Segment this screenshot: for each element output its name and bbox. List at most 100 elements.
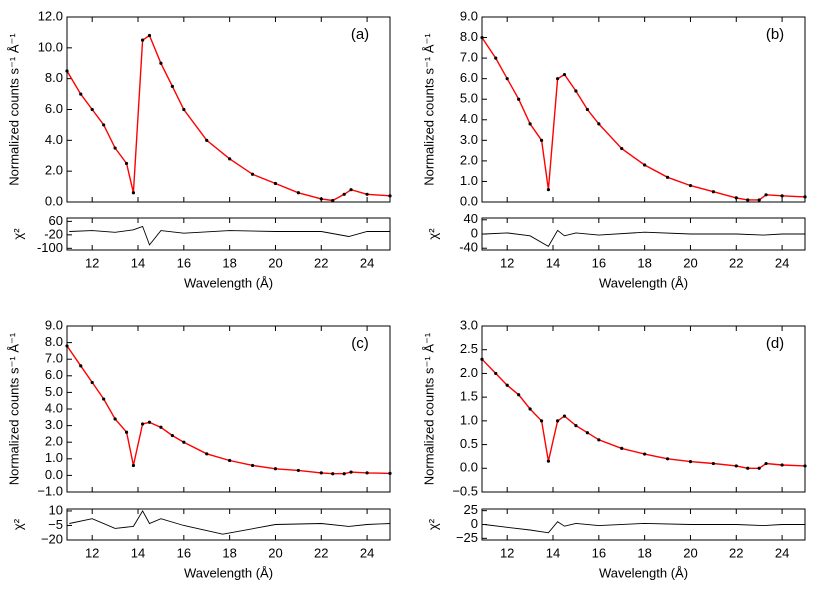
- data-point: [574, 424, 578, 428]
- y-tick-label: 3.0: [460, 132, 478, 147]
- data-point: [124, 161, 129, 166]
- y-tick-label: 8.0: [460, 29, 478, 44]
- data-line: [69, 509, 391, 535]
- data-line: [484, 521, 805, 534]
- y-tick-label: 2.5: [460, 341, 478, 356]
- data-point: [331, 198, 335, 203]
- y-axis-label: Normalized counts s⁻¹ Å⁻¹: [6, 33, 21, 186]
- data-point: [79, 92, 83, 96]
- data-point: [574, 89, 578, 93]
- data-line: [481, 37, 806, 201]
- data-line: [481, 358, 806, 469]
- data-point: [562, 414, 567, 418]
- y-tick-label: 1.0: [460, 412, 478, 427]
- plot-frame: [481, 508, 806, 541]
- x-tick-label: 22: [314, 255, 328, 270]
- data-point: [331, 472, 335, 476]
- y-tick-label: 2.0: [460, 365, 478, 380]
- data-point: [665, 175, 670, 179]
- data-point: [90, 380, 94, 385]
- y-tick-label: 4.0: [460, 111, 478, 126]
- data-point: [555, 419, 560, 423]
- y-tick-label: -40: [459, 240, 478, 255]
- y-tick-label: 10.0: [38, 39, 63, 54]
- y-axis-label: Normalized counts s⁻¹ Å⁻¹: [6, 332, 21, 485]
- x-tick-label: 20: [683, 255, 697, 270]
- y-axis-label: Normalized counts s⁻¹ Å⁻¹: [421, 33, 436, 186]
- y-axis-label: χ²: [10, 228, 25, 240]
- data-point: [494, 56, 498, 60]
- data-point: [170, 433, 174, 438]
- y-tick-label: 9.0: [460, 8, 478, 23]
- y-tick-label: 1.0: [460, 173, 478, 188]
- x-tick-label: 22: [314, 545, 328, 560]
- data-point: [711, 461, 715, 466]
- y-tick-label: 40: [464, 211, 478, 226]
- data-point: [780, 194, 784, 198]
- data-point: [342, 472, 346, 476]
- x-tick-label: 24: [360, 545, 374, 560]
- y-tick-label: 4.0: [45, 132, 63, 147]
- data-point: [517, 393, 521, 397]
- y-axis-label: Normalized counts s⁻¹ Å⁻¹: [421, 332, 436, 485]
- x-tick-label: 20: [268, 545, 282, 560]
- data-point: [296, 468, 300, 473]
- data-point: [342, 192, 346, 196]
- data-point: [319, 197, 323, 201]
- x-tick-label: 14: [131, 255, 145, 270]
- data-point: [131, 191, 136, 195]
- y-tick-label: 7.0: [460, 50, 478, 65]
- data-point: [734, 464, 738, 468]
- data-point: [746, 466, 750, 470]
- x-tick-label: 12: [85, 545, 99, 560]
- data-point: [65, 344, 69, 348]
- data-point: [764, 193, 768, 197]
- y-tick-label: 0: [471, 225, 478, 240]
- data-point: [349, 188, 353, 192]
- data-point: [273, 467, 278, 471]
- data-point: [365, 471, 369, 475]
- panel-label: (c): [351, 335, 369, 352]
- data-point: [505, 383, 509, 387]
- panel-label: (b): [766, 26, 784, 43]
- data-point: [480, 35, 484, 40]
- data-point: [546, 459, 551, 463]
- y-tick-label: 9.0: [45, 317, 63, 332]
- data-line: [69, 225, 390, 246]
- data-point: [228, 157, 232, 161]
- data-point: [102, 397, 106, 401]
- plot-frame: [481, 325, 806, 493]
- data-point: [182, 440, 186, 444]
- data-point: [734, 196, 738, 200]
- x-axis-label: Wavelength (Å): [184, 565, 273, 580]
- y-axis-label: χ²: [425, 518, 440, 530]
- x-tick-label: 18: [222, 545, 236, 560]
- x-axis-label: Wavelength (Å): [184, 275, 273, 290]
- y-tick-label: 6.0: [45, 101, 63, 116]
- y-tick-label: 0.0: [460, 460, 478, 475]
- data-point: [182, 107, 186, 112]
- x-tick-label: 12: [85, 255, 99, 270]
- y-tick-label: 0.0: [45, 193, 63, 208]
- data-point: [140, 38, 145, 42]
- plot-frame: [66, 325, 391, 493]
- data-point: [620, 446, 624, 450]
- x-tick-label: 20: [268, 255, 282, 270]
- data-point: [319, 471, 323, 475]
- x-tick-label: 22: [729, 255, 743, 270]
- data-point: [803, 195, 807, 199]
- data-point: [147, 33, 152, 38]
- x-axis-label: Wavelength (Å): [599, 565, 688, 580]
- data-point: [113, 417, 117, 421]
- y-tick-label: 8.0: [45, 70, 63, 85]
- data-point: [546, 188, 551, 192]
- x-tick-label: 24: [775, 255, 789, 270]
- y-tick-label: 25: [464, 502, 478, 517]
- x-tick-label: 18: [637, 255, 651, 270]
- data-point: [79, 364, 83, 368]
- data-point: [597, 438, 601, 442]
- plot-frame: [66, 217, 391, 251]
- data-point: [494, 371, 498, 376]
- data-point: [665, 457, 670, 461]
- y-tick-label: −1.0: [37, 483, 63, 498]
